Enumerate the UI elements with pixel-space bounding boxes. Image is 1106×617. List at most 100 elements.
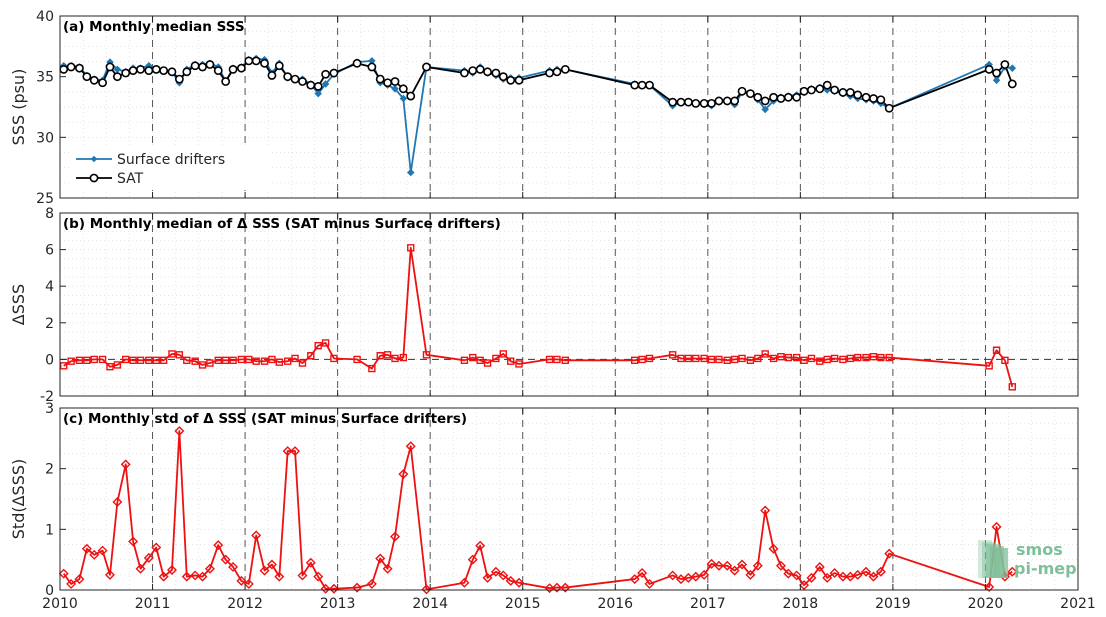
data-point [723,356,731,365]
data-point [313,81,323,91]
panel-a-frame [59,15,1079,199]
y-tick-label: 2 [45,316,54,332]
data-point [645,354,654,363]
data-point [129,356,137,365]
panel-c-y-ticks: 0 1 2 3 [45,401,1078,599]
data-point [383,351,392,359]
data-point [60,362,68,370]
data-point [159,356,168,365]
data-point [422,62,431,72]
data-point [822,572,833,583]
data-point [475,64,485,74]
data-point [367,62,377,72]
data-point [722,560,733,571]
panel-c-markers [58,426,1018,595]
data-point [476,356,484,365]
y-tick-label: 1 [45,522,54,538]
data-point [677,354,685,363]
panel-b-markers [60,244,1016,391]
data-point [237,355,246,364]
data-point [638,355,646,364]
data-point [168,350,176,358]
data-point [321,69,331,79]
data-point [683,97,693,107]
data-point [467,554,478,565]
data-point [75,356,84,365]
data-point [298,77,307,86]
data-point [506,75,516,85]
data-point [398,84,408,94]
data-point [1007,566,1018,577]
panel-c-title: (c) Monthly std of Δ SSS (SAT minus Surf… [63,411,467,427]
data-point [799,86,809,96]
data-point [730,96,740,106]
data-point [791,570,802,581]
data-point [984,581,995,592]
data-point [375,74,385,84]
data-point [67,357,75,365]
data-point [515,360,523,368]
data-point [214,356,222,365]
data-point [713,560,724,571]
panel-b-y-ticks: -2 0 2 4 6 8 [40,206,1079,405]
panel-a-grid [59,15,1079,199]
data-point [144,66,154,75]
data-point [252,357,260,365]
data-point [469,353,477,362]
data-point [839,355,847,364]
data-point [560,582,571,593]
data-point [166,564,177,575]
data-point [122,355,130,364]
panel-c-ylabel: Std(ΔSSS) [9,459,28,539]
data-point [229,356,237,365]
data-point [89,549,100,560]
data-point [244,56,254,66]
data-point [714,96,724,106]
x-tick-label: 2014 [412,596,448,612]
data-point [746,356,755,365]
data-point [376,352,384,360]
data-point [128,66,138,75]
panel-a-markers [59,54,1017,177]
data-point [545,355,554,364]
data-point [58,568,69,579]
y-tick-label: 40 [36,9,54,25]
data-point [330,354,338,363]
data-point [204,563,215,574]
x-tick-label: 2021 [1060,596,1096,612]
data-point [760,96,770,106]
logo-text-pi-mep: pi-mep [1014,559,1077,578]
data-point [483,67,492,77]
data-point [128,536,139,547]
data-point [136,356,145,365]
data-point [807,354,816,363]
data-point [198,62,207,72]
data-point [837,571,848,582]
data-point [151,64,161,74]
data-point [869,94,878,103]
data-point [421,584,432,595]
data-point [784,353,793,362]
y-tick-label: 3 [45,401,54,417]
logo-text-smos: smos [1016,540,1063,559]
data-point [221,356,230,365]
data-point [644,578,655,589]
data-point [992,346,1001,354]
data-point [491,68,501,78]
data-point [104,569,115,580]
panel-a-title: (a) Monthly median SSS [63,19,245,35]
data-point [984,64,994,74]
data-point [459,577,470,588]
data-point [884,548,895,559]
data-point [745,89,755,99]
data-point [498,72,508,82]
data-point [181,571,192,582]
data-point [274,61,284,71]
data-point [845,88,855,97]
data-point [213,66,223,75]
x-tick-label: 2019 [875,596,911,612]
data-point [190,61,200,71]
x-tick-label: 2020 [968,596,1004,612]
data-point [145,356,153,365]
